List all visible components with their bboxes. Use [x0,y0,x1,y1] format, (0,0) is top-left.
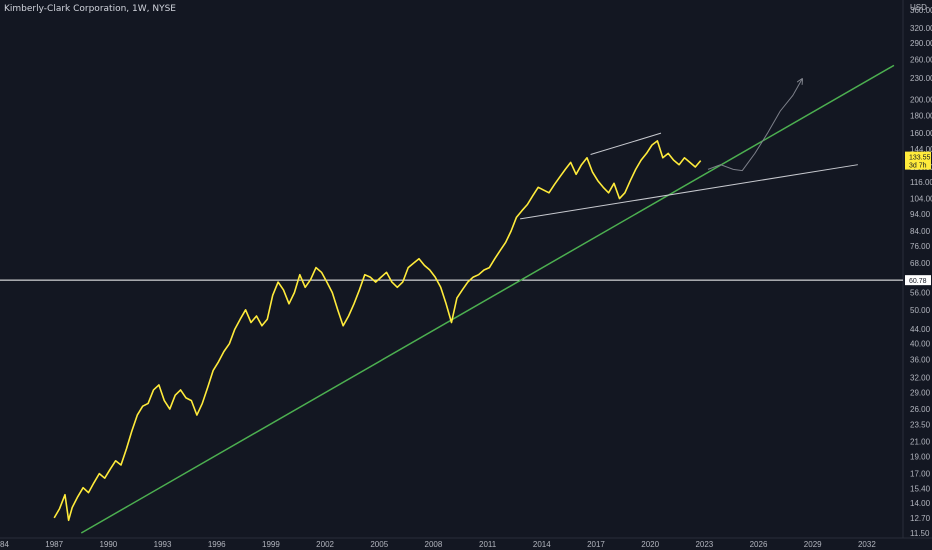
level-price-label: 60.78 [909,278,927,285]
x-tick-label: 2017 [587,540,605,549]
price-series-line [53,140,702,522]
y-tick-label: 180.00 [910,111,932,120]
y-tick-label: 360.00 [910,6,932,15]
y-tick-label: 32.00 [910,374,931,383]
y-tick-label: 144.00 [910,145,932,154]
x-tick-label: 1987 [45,540,63,549]
y-tick-label: 160.00 [910,129,932,138]
price-axis[interactable]: 360.00 320.00 290.00 260.00 230.00 200.00 180.… [910,6,932,538]
y-tick-label: 29.00 [910,389,931,398]
y-tick-label: 36.00 [910,356,931,365]
x-tick-label: 2032 [858,540,876,549]
y-tick-label: 56.00 [910,289,931,298]
y-tick-label: 19.00 [910,453,931,462]
y-tick-label: 68.00 [910,259,931,268]
x-tick-label: 2008 [425,540,443,549]
green-support-trendline [80,64,895,534]
level-price-badge [905,275,931,286]
projection-arrow [707,79,802,172]
y-tick-label: 23.50 [910,420,931,429]
currency-label: USD [910,3,927,12]
y-tick-label: 76.00 [910,242,931,251]
x-tick-label: 2023 [695,540,713,549]
current-price-label: 133.55 [909,155,931,162]
x-tick-label: 1984 [0,540,9,549]
y-tick-label: 17.00 [910,470,931,479]
current-price-badge [905,151,931,170]
y-tick-label: 14.00 [910,499,931,508]
y-tick-label: 26.00 [910,405,931,414]
current-price-countdown: 3d 7h [909,163,927,170]
x-tick-label: 2029 [804,540,822,549]
x-tick-label: 2005 [370,540,388,549]
y-tick-label: 104.00 [910,195,932,204]
x-tick-label: 2011 [479,540,497,549]
y-tick-label: 50.00 [910,306,931,315]
y-tick-label: 260.00 [910,55,932,64]
y-tick-label: 320.00 [910,24,932,33]
x-tick-label: 1996 [208,540,226,549]
x-tick-label: 2002 [316,540,334,549]
x-tick-label: 1990 [99,540,117,549]
x-tick-label: 1999 [262,540,280,549]
y-tick-label: 40.00 [910,340,931,349]
y-tick-label: 116.00 [910,178,932,187]
y-tick-label: 11.50 [910,529,930,538]
x-tick-label: 2026 [750,540,768,549]
upper-channel-trendline [590,132,662,156]
y-tick-label: 12.70 [910,514,931,523]
lower-channel-trendline [520,164,858,220]
y-tick-label: 290.00 [910,39,932,48]
x-tick-label: 1993 [154,540,172,549]
chart-title: Kimberly-Clark Corporation, 1W, NYSE [4,4,176,14]
y-tick-label: 84.00 [910,227,931,236]
x-tick-label: 2014 [533,540,551,549]
y-tick-label: 200.00 [910,95,932,104]
time-axis[interactable]: 1984 1987 1990 1993 1996 1999 2002 2005 2008 2011… [0,540,876,549]
x-tick-label: 2020 [641,540,659,549]
y-tick-label: 21.00 [910,438,931,447]
y-tick-label: 15.40 [910,485,931,494]
y-tick-label: 44.00 [910,325,931,334]
y-tick-label: 94.00 [910,210,931,219]
y-tick-label: 230.00 [910,74,932,83]
